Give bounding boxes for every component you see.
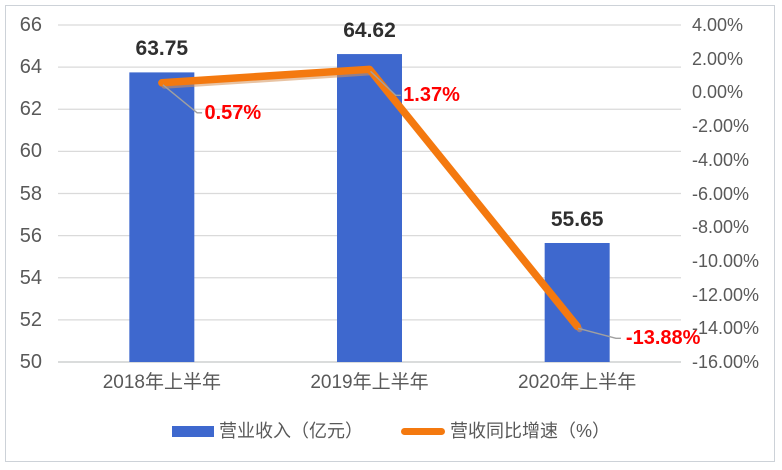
legend-line-label: 营收同比增速（%） [449,421,610,441]
bar-value-label: 64.62 [343,19,396,43]
y-axis-right-tick: 2.00% [692,48,744,69]
y-axis-right-tick: -6.00% [692,183,750,204]
y-axis-right-tick: -12.00% [692,284,760,305]
y-axis-right-tick: -16.00% [692,352,760,372]
y-axis-right-tick: 4.00% [692,15,744,35]
y-axis-left-tick: 64 [19,56,42,79]
y-axis-left-tick: 58 [19,182,42,205]
y-axis-left-tick: 56 [19,224,42,247]
y-axis-left-tick: 54 [19,266,42,289]
legend-item-growth: 营收同比增速（%） [400,419,610,443]
bar-revenue [337,54,402,362]
y-axis-right-tick: 0.00% [692,82,744,103]
line-point-label: 1.37% [403,84,460,107]
y-axis-right-tick: -2.00% [692,116,750,137]
bar-revenue [129,72,195,362]
line-point-label: -13.88% [625,327,701,350]
line-point-label: 0.57% [204,101,262,124]
bar-series-swatch-icon [171,425,214,437]
callout-leader-line [577,327,621,339]
y-axis-right-tick: -10.00% [692,250,760,271]
callout-leader-line [162,84,203,114]
x-axis-category-label: 2019年上半年 [310,372,429,393]
y-axis-right-tick: -14.00% [692,318,760,339]
legend-item-revenue: 营业收入（亿元） [171,419,363,443]
y-axis-left-tick: 52 [19,308,42,331]
legend: 营业收入（亿元） 营收同比增速（%） [0,419,782,443]
x-axis-category-label: 2018年上半年 [102,372,221,393]
y-axis-right-tick: -8.00% [692,217,750,238]
growth-line [158,65,581,331]
y-axis-left-tick: 62 [19,98,42,121]
y-axis-left-tick: 66 [19,14,42,36]
y-axis-left-tick: 60 [19,140,42,163]
y-axis-right-tick: -4.00% [692,149,750,170]
y-axis-left-tick: 50 [19,351,42,373]
callout-leader-line [370,70,401,97]
line-series-swatch-icon [400,427,445,435]
bar-value-label: 55.65 [550,207,604,231]
bar-value-label: 63.75 [135,37,189,61]
legend-bar-label: 营业收入（亿元） [218,421,363,441]
x-axis-category-label: 2020年上半年 [518,372,637,393]
